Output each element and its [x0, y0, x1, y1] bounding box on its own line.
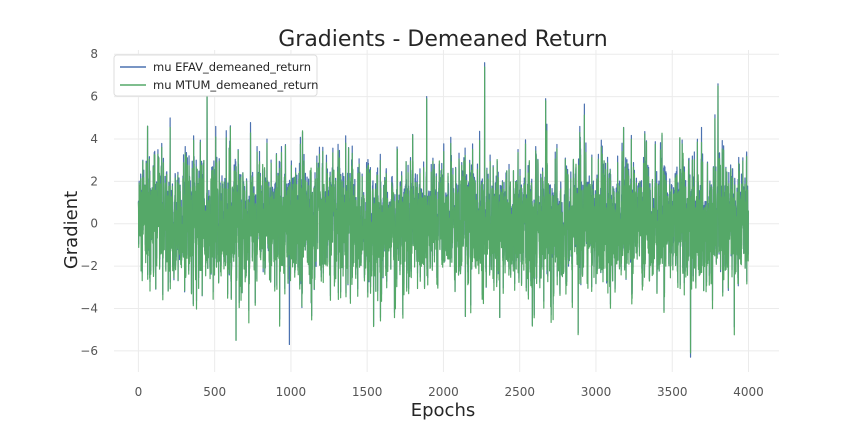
y-tick-labels: −6 −4 −2 0 2 4 6 8	[80, 47, 98, 358]
y-tick-label: 8	[90, 47, 98, 61]
x-tick-label: 3500	[657, 385, 688, 399]
y-tick-label: 0	[90, 217, 98, 231]
x-tick-label: 2000	[428, 385, 459, 399]
x-tick-label: 4000	[733, 385, 764, 399]
legend-entry-efav: mu EFAV_demeaned_return	[153, 60, 311, 74]
y-tick-label: 6	[90, 90, 98, 104]
y-tick-label: −2	[80, 259, 98, 273]
x-tick-label: 1500	[352, 385, 383, 399]
x-tick-label: 2500	[504, 385, 535, 399]
x-tick-label: 0	[135, 385, 143, 399]
y-axis-label: Gradient	[61, 191, 82, 269]
series-lines	[137, 62, 749, 358]
legend: mu EFAV_demeaned_return mu MTUM_demeaned…	[113, 54, 318, 97]
y-tick-label: 2	[90, 174, 98, 188]
series-line-mtum	[137, 66, 749, 354]
x-axis-label: Epochs	[411, 400, 476, 421]
x-tick-labels: 0 500 1000 1500 2000 2500 3000 3500 4000	[135, 385, 764, 399]
y-tick-label: −4	[80, 301, 98, 315]
legend-entry-mtum: mu MTUM_demeaned_return	[153, 78, 318, 92]
x-tick-label: 3000	[581, 385, 612, 399]
legend-box	[113, 54, 318, 97]
x-tick-label: 1000	[276, 385, 307, 399]
y-tick-label: −6	[80, 344, 98, 358]
chart-title: Gradients - Demeaned Return	[278, 27, 608, 52]
x-tick-label: 500	[203, 385, 226, 399]
y-tick-label: 4	[90, 132, 98, 146]
